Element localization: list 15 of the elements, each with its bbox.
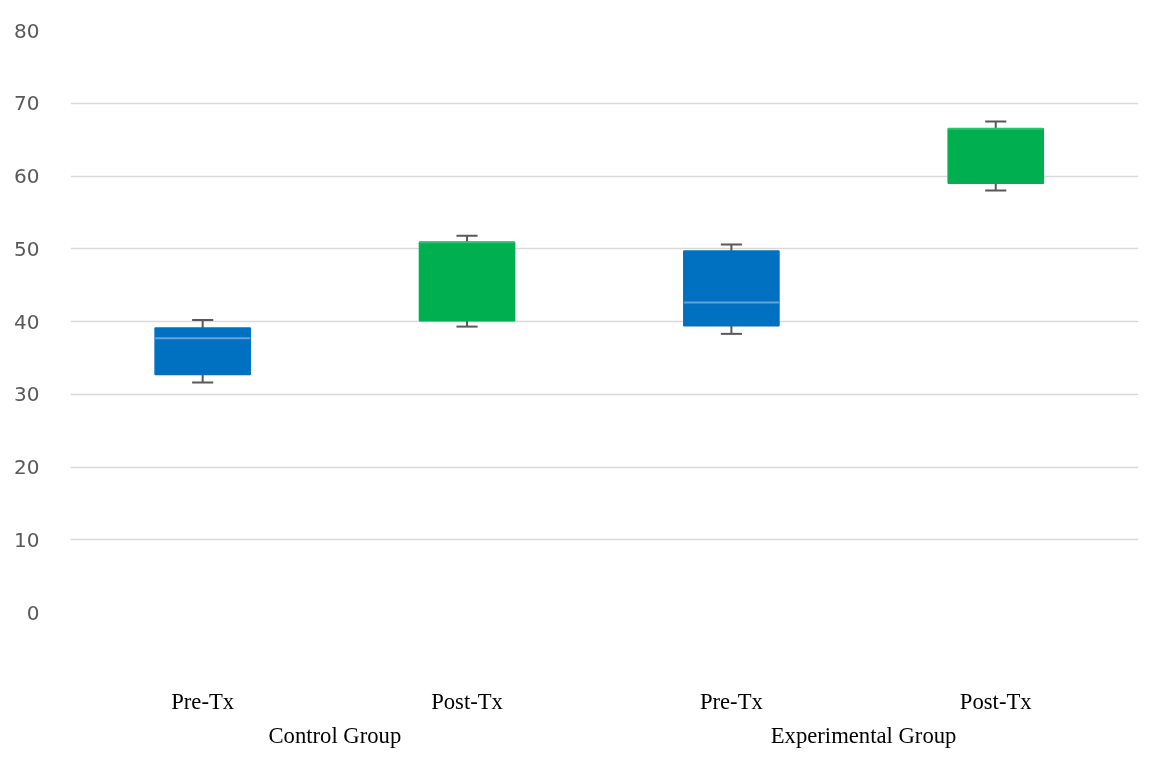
y-tick-label: 10	[14, 527, 40, 552]
y-tick-label: 30	[14, 382, 40, 407]
y-tick-label: 80	[14, 18, 40, 43]
text: Experimental Group	[770, 722, 957, 748]
y-tick-label: 60	[14, 164, 40, 188]
y-tick-label: 0	[26, 600, 40, 625]
y-tick-label: 70	[14, 91, 40, 116]
y-tick-label: 40	[14, 309, 40, 334]
y-tick-label: 50	[14, 236, 40, 261]
x-tick-label: Post-Tx	[431, 688, 504, 714]
x-tick-label: Post-Tx	[959, 688, 1033, 714]
y-tick-label: 20	[14, 455, 40, 479]
x-tick-label: Pre-Tx	[171, 688, 235, 714]
text: Control Group	[268, 722, 402, 748]
x-tick-label: Pre-Tx	[699, 688, 764, 714]
